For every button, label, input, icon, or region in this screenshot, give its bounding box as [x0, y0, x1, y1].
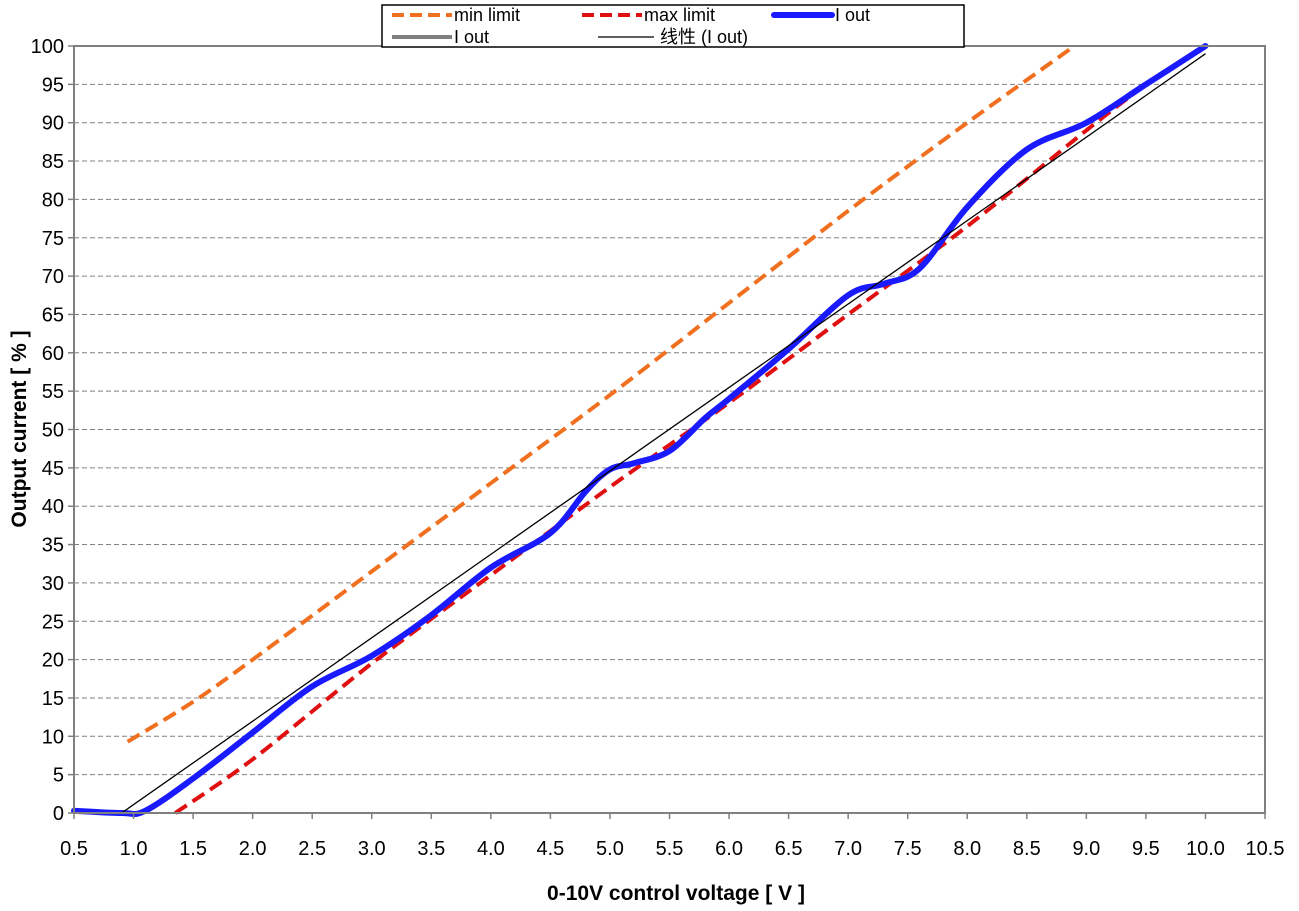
x-tick-label-10.0: 10.0: [1186, 838, 1225, 860]
legend: min limit max limit I out I out 线性 (I ou…: [381, 4, 965, 48]
x-tick-label-7.0: 7.0: [834, 838, 862, 860]
y-tick-label-80: 80: [42, 189, 64, 211]
y-tick-label-45: 45: [42, 458, 64, 480]
x-tick-label-2.5: 2.5: [298, 838, 326, 860]
series-line-max-limit-1: [174, 82, 1148, 815]
y-tick-label-20: 20: [42, 650, 64, 672]
y-tick-label-65: 65: [42, 304, 64, 326]
y-axis-title: Output current [ % ]: [8, 330, 31, 527]
y-tick-label-55: 55: [42, 381, 64, 403]
x-tick-label-6.5: 6.5: [775, 838, 803, 860]
x-tick-label-1.0: 1.0: [120, 838, 148, 860]
y-tick-label-40: 40: [42, 496, 64, 518]
grid-lines: [74, 83, 1265, 776]
x-axis-title: 0-10V control voltage [ V ]: [547, 882, 805, 905]
x-tick-label-7.5: 7.5: [894, 838, 922, 860]
x-tick-label-5.5: 5.5: [656, 838, 684, 860]
x-tick-label-0.5: 0.5: [60, 838, 88, 860]
y-tick-label-85: 85: [42, 151, 64, 173]
y-tick-label-70: 70: [42, 266, 64, 288]
series-line-i-out-2: [71, 43, 1209, 818]
y-tick-label-5: 5: [53, 765, 64, 787]
y-tick-label-30: 30: [42, 573, 64, 595]
series-lines: [71, 43, 1209, 818]
series-line-i-out-3: [121, 53, 1206, 814]
y-tick-label-75: 75: [42, 228, 64, 250]
y-tick-labels: 0 5 10 15 20 25 30 35 40 45 50 55 60 65 70 75 80 85 90 95 10…: [31, 36, 74, 825]
legend-label-max-limit: max limit: [644, 5, 715, 25]
x-tick-label-9.5: 9.5: [1132, 838, 1160, 860]
x-tick-label-9.0: 9.0: [1072, 838, 1100, 860]
y-tick-label-15: 15: [42, 688, 64, 710]
x-tick-label-5.0: 5.0: [596, 838, 624, 860]
y-tick-label-60: 60: [42, 343, 64, 365]
y-tick-label-35: 35: [42, 535, 64, 557]
y-tick-label-25: 25: [42, 611, 64, 633]
x-tick-label-8.5: 8.5: [1013, 838, 1041, 860]
x-tick-label-10.5: 10.5: [1246, 838, 1285, 860]
y-tick-label-10: 10: [42, 726, 64, 748]
x-tick-label-4.0: 4.0: [477, 838, 505, 860]
x-tick-label-2.0: 2.0: [239, 838, 267, 860]
y-tick-label-95: 95: [42, 74, 64, 96]
legend-label-min-limit: min limit: [454, 5, 520, 25]
x-tick-label-1.5: 1.5: [179, 838, 207, 860]
legend-box: [381, 4, 965, 48]
y-tick-label-50: 50: [42, 420, 64, 442]
series-line-min-limit-0: [126, 44, 1076, 744]
x-tick-label-4.5: 4.5: [536, 838, 564, 860]
legend-label-linear-trend: 线性 (I out): [660, 27, 748, 47]
legend-label-i-out-grey: I out: [454, 27, 489, 47]
x-tick-label-8.0: 8.0: [953, 838, 981, 860]
legend-label-i-out-blue: I out: [835, 5, 870, 25]
y-tick-label-100: 100: [31, 36, 64, 58]
x-tick-labels: 0.5 1.0 1.5 2.0 2.5 3.0 3.5 4.0 4.5 5.0 5.5 6.0 6.5 7…: [60, 813, 1284, 860]
x-tick-label-3.5: 3.5: [417, 838, 445, 860]
x-tick-label-6.0: 6.0: [715, 838, 743, 860]
y-tick-label-0: 0: [53, 803, 64, 825]
y-tick-label-90: 90: [42, 113, 64, 135]
x-tick-label-3.0: 3.0: [358, 838, 386, 860]
